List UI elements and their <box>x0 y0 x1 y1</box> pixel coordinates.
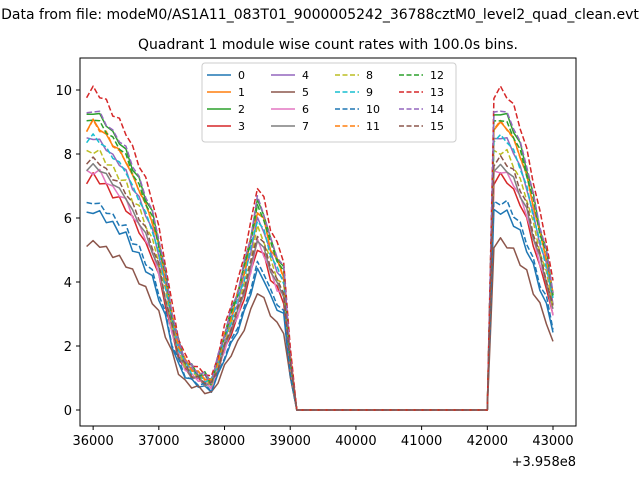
x-tick-label: 42000 <box>467 434 508 449</box>
legend-label-2: 2 <box>238 103 245 116</box>
legend-label-12: 12 <box>430 69 444 82</box>
legend-label-13: 13 <box>430 86 444 99</box>
legend-label-6: 6 <box>302 103 309 116</box>
legend-label-4: 4 <box>302 69 309 82</box>
legend-label-11: 11 <box>366 120 380 133</box>
legend-label-1: 1 <box>238 86 245 99</box>
y-tick-label: 0 <box>64 404 72 419</box>
legend-label-14: 14 <box>430 103 444 116</box>
figure-suptitle: Data from file: modeM0/AS1A11_083T01_900… <box>1 7 639 23</box>
legend-label-3: 3 <box>238 120 245 133</box>
legend-label-7: 7 <box>302 120 309 133</box>
legend-label-5: 5 <box>302 86 309 99</box>
plot-frame <box>79 57 577 427</box>
x-tick-label: 40000 <box>335 434 376 449</box>
y-tick-label: 6 <box>64 212 72 227</box>
series-layer <box>85 85 554 411</box>
y-tick-label: 10 <box>55 84 72 99</box>
chart-title: Quadrant 1 module wise count rates with … <box>138 37 518 53</box>
y-tick-label: 4 <box>64 276 72 291</box>
legend-label-8: 8 <box>366 69 373 82</box>
legend-label-0: 0 <box>238 69 245 82</box>
legend-box <box>201 62 457 143</box>
x-offset-label: +3.958e8 <box>512 455 576 470</box>
x-tick-label: 38000 <box>204 434 245 449</box>
x-tick-label: 36000 <box>72 434 113 449</box>
legend-label-10: 10 <box>366 103 380 116</box>
x-tick-label: 39000 <box>270 434 311 449</box>
y-tick-label: 8 <box>64 148 72 163</box>
legend-label-9: 9 <box>366 86 373 99</box>
series-line-15 <box>86 154 554 411</box>
y-tick-label: 2 <box>64 340 72 355</box>
x-tick-label: 41000 <box>401 434 442 449</box>
legend-label-15: 15 <box>430 120 444 133</box>
axis-layer: 36000 37000 38000 39000 40000 41000 42000 43000… <box>55 84 573 449</box>
x-tick-label: 37000 <box>138 434 179 449</box>
x-tick-label: 43000 <box>532 434 573 449</box>
